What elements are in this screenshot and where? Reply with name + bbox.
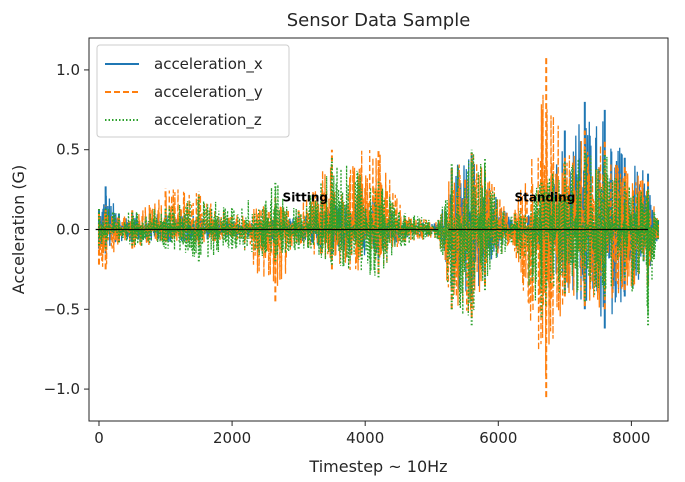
x-axis-label: Timestep ~ 10Hz	[308, 457, 447, 476]
legend-label: acceleration_y	[154, 83, 263, 102]
y-tick-label: −1.0	[44, 380, 80, 398]
y-tick-label: 1.0	[56, 61, 80, 79]
y-tick-label: −0.5	[44, 300, 80, 318]
y-axis-label: Acceleration (G)	[9, 165, 28, 294]
x-tick-label: 6000	[479, 429, 517, 447]
legend-label: acceleration_x	[154, 55, 263, 74]
legend-label: acceleration_z	[154, 111, 262, 130]
annotation-label: Standing	[514, 191, 575, 205]
y-tick-label: 0.5	[56, 141, 80, 159]
legend: acceleration_x acceleration_y acceleration…	[96, 44, 290, 138]
y-tick-label: 0.0	[56, 221, 80, 239]
legend-box	[96, 44, 290, 138]
axes: 0 2000 4000 6000 8000 −1.0 −0.5 0.0 0.5 1.0	[44, 37, 669, 447]
annotation-label: Sitting	[283, 191, 328, 205]
x-tick-label: 4000	[346, 429, 384, 447]
x-tick-label: 8000	[612, 429, 650, 447]
plot-area: Sitting Standing	[95, 57, 660, 398]
x-tick-label: 2000	[213, 429, 251, 447]
series-acceleration_z	[97, 149, 660, 326]
x-tick-label: 0	[94, 429, 104, 447]
chart-title: Sensor Data Sample	[287, 10, 471, 31]
